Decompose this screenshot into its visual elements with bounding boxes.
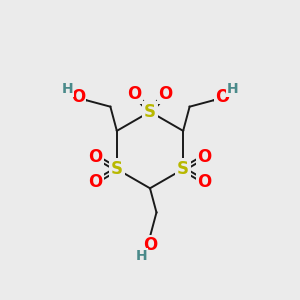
Text: S: S — [144, 103, 156, 121]
Text: O: O — [143, 236, 157, 254]
Text: O: O — [88, 148, 103, 166]
Text: S: S — [111, 160, 123, 178]
Text: O: O — [197, 172, 212, 190]
Text: O: O — [71, 88, 85, 106]
Text: O: O — [88, 172, 103, 190]
Text: O: O — [197, 148, 212, 166]
Text: O: O — [215, 88, 229, 106]
Text: S: S — [177, 160, 189, 178]
Text: H: H — [136, 249, 148, 263]
Text: O: O — [128, 85, 142, 103]
Text: H: H — [226, 82, 238, 96]
Text: H: H — [62, 82, 74, 96]
Text: O: O — [158, 85, 172, 103]
